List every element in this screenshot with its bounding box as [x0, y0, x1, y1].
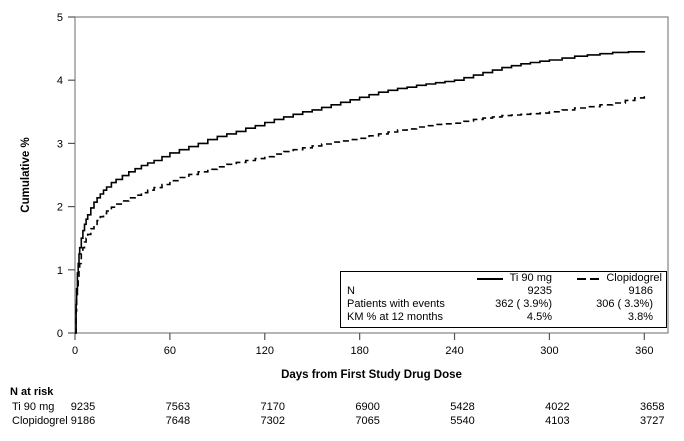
y-tick-label: 0 — [57, 328, 63, 340]
x-tick-label: 360 — [635, 345, 653, 357]
risk-value: 7170 — [260, 401, 286, 413]
x-tick-label: 180 — [350, 345, 368, 357]
km-curve-ti90 — [75, 51, 646, 334]
risk-value: 7065 — [355, 415, 380, 427]
y-tick-label: 4 — [57, 75, 63, 87]
y-axis-title: Cumulative % — [20, 137, 32, 213]
risk-table-heading: N at risk — [10, 386, 54, 398]
stat-value-clopidogrel: 3.8% — [627, 311, 653, 323]
x-tick-label: 240 — [445, 345, 463, 357]
legend-entry-ti90: Ti 90 mg — [347, 272, 552, 285]
legend-series-label: Clopidogrel — [606, 272, 662, 284]
dashed-line-sample-icon — [577, 277, 587, 280]
stat-label: Patients with events — [347, 298, 445, 310]
legend-series-label: Ti 90 mg — [509, 272, 552, 284]
x-axis-title: Days from First Study Drug Dose — [281, 369, 462, 381]
stat-value-clopidogrel: 9186 — [628, 285, 653, 297]
solid-line-sample-icon — [476, 277, 503, 280]
risk-value: 4022 — [545, 401, 570, 413]
y-tick-label: 2 — [57, 202, 63, 214]
risk-row-label-clopidogrel: Clopidogrel — [12, 415, 68, 427]
risk-value: 3727 — [640, 415, 665, 427]
km-curve-clopidogrel — [75, 96, 646, 334]
legend-header-row: Ti 90 mg Clopidogrel — [347, 272, 666, 285]
stat-value-ti90: 362 ( 3.9%) — [495, 298, 552, 310]
stat-value-ti90: 9235 — [527, 285, 552, 297]
plot-frame — [74, 16, 669, 334]
risk-value: 7302 — [260, 415, 286, 427]
legend-box: Ti 90 mg Clopidogrel N 9235 9186 Patient… — [340, 271, 667, 328]
stat-label: N — [347, 285, 355, 297]
y-tick-label: 3 — [57, 138, 63, 150]
risk-value: 5540 — [450, 415, 475, 427]
x-tick-label: 60 — [164, 345, 176, 357]
risk-value: 9235 — [70, 401, 96, 413]
risk-value: 3658 — [640, 401, 665, 413]
legend-stat-row-km: KM % at 12 months 4.5% 3.8% — [347, 311, 666, 324]
risk-value: 7648 — [165, 415, 191, 427]
risk-row-label-ti90: Ti 90 mg — [12, 401, 55, 413]
y-tick-label: 5 — [57, 12, 63, 24]
stat-value-clopidogrel: 306 ( 3.3%) — [596, 298, 653, 310]
x-tick-label: 300 — [540, 345, 558, 357]
y-tick-label: 1 — [57, 265, 63, 277]
x-tick-label: 0 — [72, 345, 78, 357]
legend-stat-row-events: Patients with events 362 ( 3.9%) 306 ( 3… — [347, 298, 666, 311]
legend-entry-clopidogrel: Clopidogrel — [552, 272, 662, 285]
risk-value: 6900 — [355, 401, 380, 413]
risk-value: 7563 — [165, 401, 191, 413]
x-tick-label: 120 — [256, 345, 274, 357]
risk-value: 5428 — [450, 401, 475, 413]
risk-value: 4103 — [545, 415, 570, 427]
stat-value-ti90: 4.5% — [526, 311, 552, 323]
legend-stat-row-n: N 9235 9186 — [347, 285, 666, 298]
risk-value: 9186 — [70, 415, 96, 427]
stat-label: KM % at 12 months — [347, 311, 443, 323]
dashed-line-sample-icon — [590, 277, 600, 280]
